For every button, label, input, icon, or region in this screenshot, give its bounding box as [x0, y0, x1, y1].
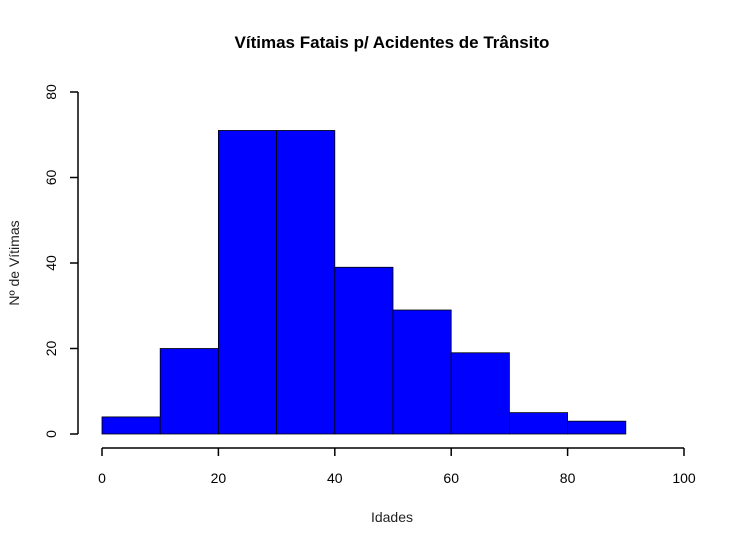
y-tick-label-40: 40	[43, 255, 59, 271]
histogram-bar-10-20	[159, 348, 219, 435]
y-tick-label-20: 20	[43, 341, 59, 357]
x-tick-label-20: 20	[211, 470, 227, 486]
x-tick-label-100: 100	[672, 470, 696, 486]
y-tick-label-80: 80	[43, 84, 59, 100]
histogram-bar-40-50	[334, 266, 394, 435]
x-tick-label-60: 60	[443, 470, 459, 486]
x-tick-label-80: 80	[560, 470, 576, 486]
y-axis-label: Nº de Vítimas	[6, 220, 22, 305]
histogram-bar-30-40	[276, 130, 336, 435]
bars-group	[101, 130, 627, 435]
x-axis: 0 20 40 60 80 100	[98, 447, 696, 486]
x-tick-label-0: 0	[98, 470, 106, 486]
x-tick-label-40: 40	[327, 470, 343, 486]
histogram-bar-20-30	[217, 130, 277, 435]
histogram-bar-60-70	[450, 352, 510, 435]
histogram-bar-50-60	[392, 309, 452, 435]
chart-title: Vítimas Fatais p/ Acidentes de Trânsito	[235, 33, 550, 52]
x-axis-label: Idades	[371, 509, 413, 525]
y-tick-label-0: 0	[43, 430, 59, 438]
y-axis: 0 20 40 60 80	[43, 84, 79, 438]
histogram-bar-80-90	[567, 420, 627, 435]
y-tick-label-60: 60	[43, 170, 59, 186]
histogram-bar-0-10	[101, 416, 161, 435]
histogram-bar-70-80	[508, 412, 568, 435]
